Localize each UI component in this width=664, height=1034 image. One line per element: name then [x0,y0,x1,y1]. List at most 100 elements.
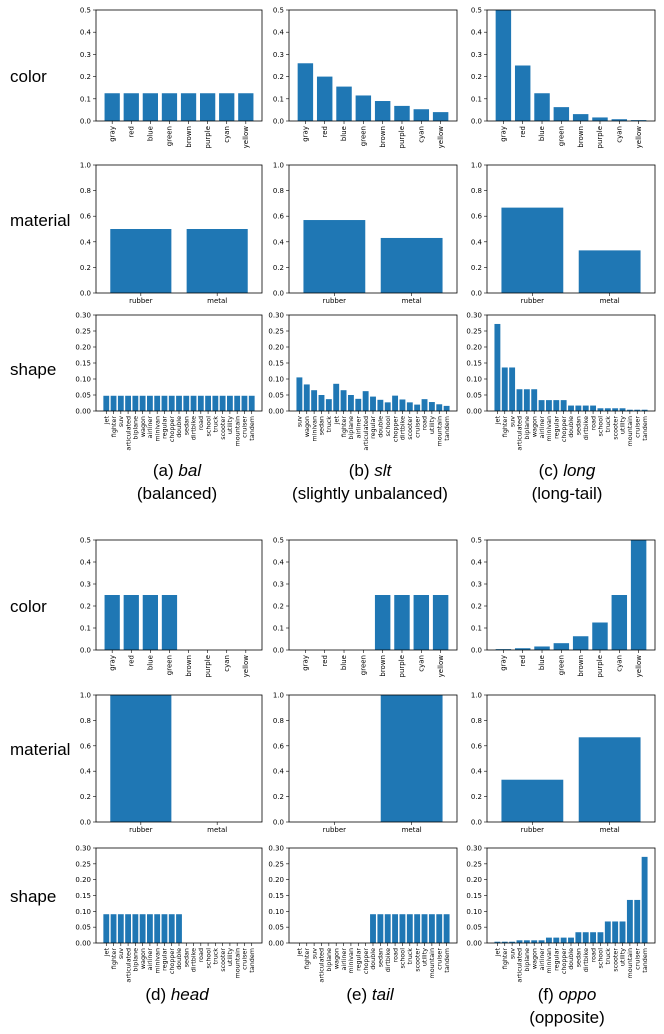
x-tick-label: cruiser [633,416,641,438]
x-tick-label: brown [379,655,387,677]
x-tick-label: wagon [139,416,147,437]
bar-airliner [355,398,362,411]
bar-scooter [414,914,421,943]
bar-metal [578,250,641,293]
y-tick-label: 0.0 [471,819,482,827]
y-tick-label: 0.10 [466,376,482,384]
x-tick-label: regular [552,416,560,439]
y-tick-label: 0.0 [471,647,482,655]
y-tick-label: 0.00 [75,940,91,948]
x-tick-label: biplane [523,948,531,972]
y-tick-label: 0.2 [273,793,284,801]
y-tick-label: 0.0 [471,290,482,298]
x-tick-label: cyan [223,655,231,672]
x-tick-label: jet [102,416,110,426]
bar-yellow [238,93,254,121]
x-tick-label: sedan [182,948,190,967]
y-tick-label: 1.0 [471,162,482,170]
plot-frame [95,164,263,294]
y-tick-label: 0.25 [466,328,482,336]
bar-tandem [641,856,648,943]
x-tick-label: school [597,416,605,437]
y-tick-label: 1.0 [80,162,91,170]
x-tick-label: scooter [219,416,227,440]
bar-blue [336,86,352,121]
x-tick-label: regular [161,416,169,439]
y-tick-label: 0.00 [75,408,91,416]
x-tick-label: brown [577,126,585,148]
x-tick-label: yellow [635,655,643,678]
y-tick-label: 0.1 [471,95,482,103]
x-tick-label: red [127,655,135,666]
bar-road [590,405,597,411]
y-tick-label: 0.8 [273,717,284,725]
bar-road [421,399,428,411]
x-tick-label: wagon [139,948,147,969]
bar-red [514,648,531,650]
x-tick-label: green [558,655,566,675]
x-tick-label: chopper [362,948,370,975]
x-tick-label: airliner [146,948,154,971]
x-tick-label: utility [619,948,627,966]
x-tick-label: truck [406,948,414,965]
y-tick-label: 0.20 [466,344,482,352]
y-tick-label: 0.0 [273,118,284,126]
bar-scooter [219,395,226,411]
y-tick-label: 0.20 [268,344,284,352]
bar-brown [180,93,197,121]
y-tick-label: 0.3 [471,51,482,59]
bar-gray [495,649,512,650]
bar-cyan [611,595,628,650]
y-tick-label: 0.0 [273,290,284,298]
y-tick-label: 0.25 [75,328,91,336]
y-tick-label: 0.2 [471,793,482,801]
y-tick-label: 0.05 [75,392,91,400]
x-tick-label: green [360,126,368,146]
bar-gray [297,63,314,121]
bar-school [384,402,391,411]
x-tick-label: rubber [521,297,545,305]
x-tick-label: dirtbike [582,948,590,972]
x-tick-label: yellow [242,655,250,678]
bar-fighter [501,367,508,411]
y-tick-label: 0.10 [466,908,482,916]
bar-fighter [340,390,347,411]
x-tick-label: metal [600,297,620,305]
plot-frame [288,694,458,823]
bar-articulated [516,940,523,943]
bar-fighter [110,914,117,943]
x-tick-label: gray [108,126,116,142]
bar-purple [592,622,608,650]
bar-biplane [347,395,354,411]
bar-school [205,395,211,411]
x-tick-label: dirtbike [399,416,407,440]
y-tick-label: 0.3 [273,51,284,59]
chart-b-shape: 0.00 0.05 0.10 0.15 0.20 0.25 0.30 suv wagon mini… [268,312,458,451]
x-tick-label: jet [296,948,304,958]
x-tick-label: airliner [340,948,348,971]
bar-school [597,408,604,411]
y-tick-label: 0.8 [471,717,482,725]
x-tick-label: utility [226,416,234,434]
plot-frame [486,694,656,823]
y-tick-label: 0.6 [80,742,92,750]
y-tick-label: 0.1 [273,95,284,103]
x-tick-label: airliner [538,948,546,971]
bar-biplane [523,940,530,943]
bar-chopper [560,937,567,943]
bar-school [399,914,406,943]
x-tick-label: blue [147,655,155,670]
bar-mountain [626,409,633,411]
x-tick-label: brown [379,126,387,148]
y-tick-label: 0.8 [273,187,284,195]
chart-f-material: 0.0 0.2 0.4 0.6 0.8 1.0 rubber metal [471,692,656,834]
y-tick-label: 0.4 [273,768,285,776]
x-tick-label: cruiser [241,416,249,438]
y-tick-label: 0.4 [471,238,483,246]
x-tick-label: cyan [616,655,624,672]
chart-d-material: 0.0 0.2 0.4 0.6 0.8 1.0 rubber metal [80,692,263,834]
x-tick-label: metal [402,297,422,305]
x-tick-label: double [175,416,183,438]
x-tick-label: minivan [347,948,355,974]
plot-frame [95,539,263,651]
